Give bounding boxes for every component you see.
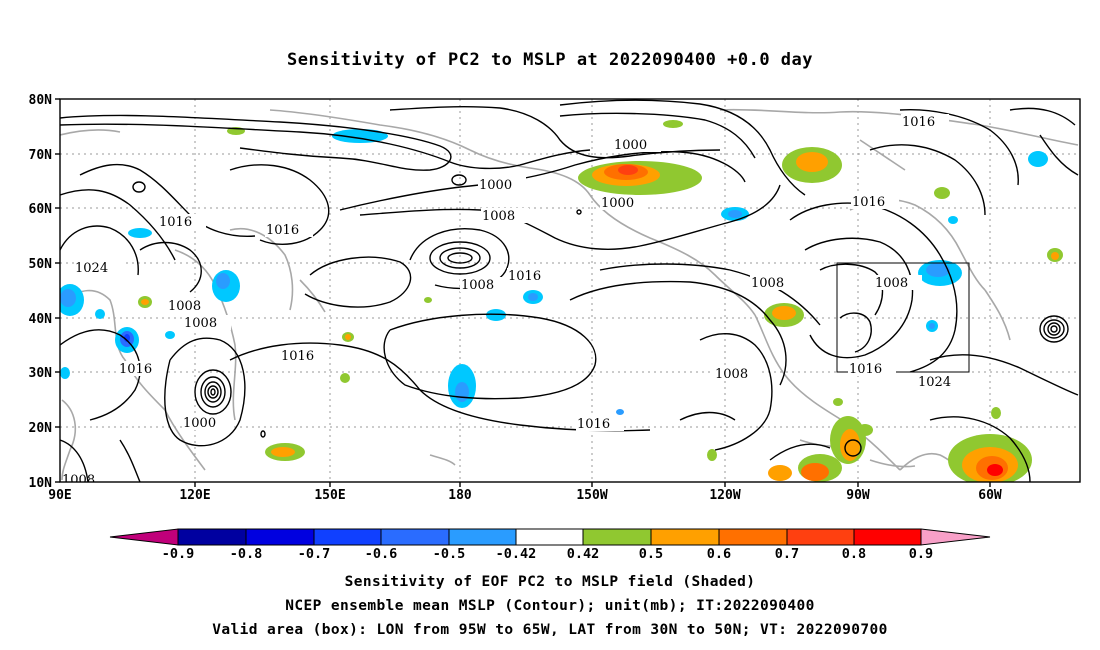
lat-tick-label: 70N (29, 148, 53, 163)
colorbar-swatch (177, 528, 247, 546)
lat-tick-label: 20N (29, 421, 53, 436)
contour-label: 1016 (849, 362, 882, 377)
contour-label: 1008 (875, 276, 908, 291)
colorbar-swatch (448, 528, 517, 546)
contour-label: 1000 (614, 138, 647, 153)
colorbar-swatch (786, 528, 855, 546)
latitude-labels: 80N 70N 60N 50N 40N 30N 20N 10N (29, 93, 53, 491)
contour-label: 1016 (266, 223, 299, 238)
contour-label: 1008 (715, 367, 748, 382)
colorbar: -0.9 -0.8 -0.7 -0.6 -0.5 -0.42 0.42 0.5 … (109, 528, 991, 562)
contour-label: 1016 (508, 269, 541, 284)
contour-label: 1000 (479, 178, 512, 193)
axis-ticks (55, 98, 991, 487)
colorbar-label: -0.5 (433, 546, 466, 562)
sensitivity-shading (60, 120, 1063, 482)
colorbar-swatch (650, 528, 720, 546)
colorbar-label: 0.5 (639, 546, 663, 562)
lon-tick-label: 150E (314, 488, 345, 503)
contour-label: 1016 (577, 417, 610, 432)
contour-label: 1016 (902, 115, 935, 130)
caption-line-1: Sensitivity of EOF PC2 to MSLP field (Sh… (344, 574, 756, 590)
contour-label: 1008 (461, 278, 494, 293)
lon-tick-label: 120W (709, 488, 740, 503)
colorbar-swatch (582, 528, 652, 546)
contour-label-group: 1000 1000 1000 1008 1008 1008 1008 1008 … (62, 114, 965, 488)
colorbar-label: -0.9 (162, 546, 195, 562)
colorbar-label: 0.42 (567, 546, 600, 562)
longitude-labels: 90E 120E 150E 180 150W 120W 90W 60W (48, 488, 1002, 503)
contour-label: 1008 (184, 316, 217, 331)
contour-label: 1000 (601, 196, 634, 211)
colorbar-label: -0.7 (298, 546, 331, 562)
colorbar-label: -0.8 (230, 546, 263, 562)
contour-label: 1016 (281, 349, 314, 364)
contour-label: 1008 (62, 473, 95, 488)
contour-label: 1024 (75, 261, 108, 276)
lon-tick-label: 120E (179, 488, 210, 503)
colorbar-swatch (245, 528, 315, 546)
colorbar-swatch (718, 528, 788, 546)
contour-label: 1016 (159, 215, 192, 230)
colorbar-label: -0.42 (496, 546, 537, 562)
lat-tick-label: 30N (29, 366, 53, 381)
contour-label: 1016 (119, 362, 152, 377)
lon-tick-label: 90E (48, 488, 71, 503)
lat-tick-label: 80N (29, 93, 53, 108)
chart-title: Sensitivity of PC2 to MSLP at 2022090400… (286, 50, 813, 70)
colorbar-label: -0.6 (365, 546, 398, 562)
contour-label: 1008 (751, 276, 784, 291)
lon-tick-label: 60W (978, 488, 1002, 503)
colorbar-label: 0.9 (909, 546, 933, 562)
lon-tick-label: 90W (846, 488, 870, 503)
colorbar-swatch (515, 528, 584, 546)
colorbar-swatch-highest (920, 528, 991, 546)
contour-label: 1016 (852, 195, 885, 210)
colorbar-swatch-lowest (109, 528, 179, 546)
lat-tick-label: 60N (29, 202, 53, 217)
contour-label: 1000 (183, 416, 216, 431)
lat-tick-label: 10N (29, 476, 53, 491)
caption-line-2: NCEP ensemble mean MSLP (Contour); unit(… (285, 598, 815, 614)
caption-line-3: Valid area (box): LON from 95W to 65W, L… (212, 622, 888, 638)
colorbar-swatch (313, 528, 382, 546)
lat-tick-label: 40N (29, 312, 53, 327)
contour-label: 1008 (168, 299, 201, 314)
contour-label: 1008 (482, 209, 515, 224)
colorbar-swatch (380, 528, 450, 546)
colorbar-swatch (853, 528, 922, 546)
lat-tick-label: 50N (29, 257, 53, 272)
colorbar-label: 0.8 (842, 546, 866, 562)
coastlines (60, 108, 1079, 481)
contour-label: 1024 (918, 375, 951, 390)
colorbar-label: 0.7 (775, 546, 799, 562)
colorbar-label: 0.6 (707, 546, 731, 562)
lon-tick-label: 180 (448, 488, 472, 503)
valid-area-box (836, 262, 970, 373)
map-frame (59, 98, 1081, 483)
lon-tick-label: 150W (576, 488, 607, 503)
